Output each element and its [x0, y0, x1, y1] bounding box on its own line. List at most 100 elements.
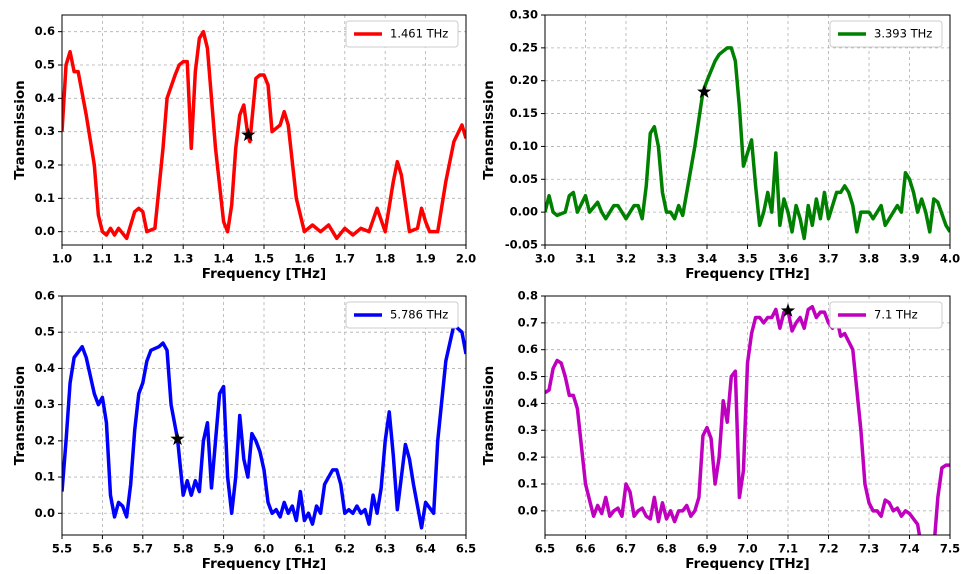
x-tick-label: 5.7 — [133, 542, 153, 556]
x-tick-label: 6.0 — [254, 542, 274, 556]
x-tick-label: 6.4 — [415, 542, 435, 556]
x-tick-label: 3.1 — [575, 252, 595, 266]
y-axis-label: Transmission — [12, 366, 28, 465]
y-tick-label: 0.2 — [35, 158, 55, 172]
legend: 5.786 THz — [345, 301, 459, 329]
x-tick-label: 6.9 — [697, 542, 717, 556]
x-tick-label: 1.9 — [415, 252, 435, 266]
x-tick-label: 1.5 — [254, 252, 274, 266]
x-tick-label: 1.7 — [335, 252, 355, 266]
y-axis-label: Transmission — [481, 366, 497, 465]
y-tick-label: 0.7 — [518, 315, 538, 329]
legend-label: 5.786 THz — [390, 308, 448, 322]
y-tick-label: 0.15 — [510, 106, 538, 120]
y-tick-label: 0.1 — [35, 470, 55, 484]
x-tick-label: 6.5 — [456, 542, 476, 556]
x-tick-label: 5.9 — [213, 542, 233, 556]
y-tick-label: 0.10 — [510, 139, 538, 153]
y-tick-label: 0.5 — [35, 58, 55, 72]
x-tick-label: 4.0 — [940, 252, 960, 266]
subplot: 5.5 5.6 5.7 5.8 5.9 6.0 6.1 6.2 6.3 6.4 6.5 0.0 0.1 0… — [12, 289, 476, 573]
x-tick-label: 7.2 — [818, 542, 838, 556]
x-tick-label: 1.1 — [92, 252, 112, 266]
x-tick-label: 6.5 — [535, 542, 555, 556]
x-tick-label: 7.0 — [737, 542, 757, 556]
legend-label: 7.1 THz — [874, 308, 918, 322]
x-tick-label: 3.7 — [818, 252, 838, 266]
x-axis-label: Frequency [THz] — [685, 266, 809, 282]
y-tick-label: 0.25 — [510, 40, 538, 54]
x-tick-label: 6.8 — [656, 542, 676, 556]
x-tick-label: 7.3 — [859, 542, 879, 556]
y-tick-label: 0.00 — [510, 205, 538, 219]
legend-box — [829, 301, 943, 329]
x-tick-label: 6.2 — [335, 542, 355, 556]
y-tick-label: 0.5 — [518, 369, 538, 383]
subplot: 6.5 6.6 6.7 6.8 6.9 7.0 7.1 7.2 7.3 7.4 7.5 0.0 0.1 0… — [481, 289, 960, 573]
y-tick-label: 0.8 — [518, 289, 538, 303]
x-tick-label: 6.7 — [616, 542, 636, 556]
data-line — [62, 323, 466, 530]
plot-frame — [544, 295, 951, 536]
x-tick-label: 1.2 — [133, 252, 153, 266]
legend-label: 1.461 THz — [390, 27, 448, 41]
plot-frame — [61, 295, 467, 536]
subplot: 1.0 1.1 1.2 1.3 1.4 1.5 1.6 1.7 1.8 1.9 2.0 0.0 0.1 0… — [12, 14, 476, 282]
y-tick-label: 0.3 — [518, 423, 538, 437]
x-tick-label: 5.8 — [173, 542, 193, 556]
data-line — [62, 29, 466, 241]
y-tick-label: -0.05 — [505, 238, 538, 252]
y-tick-label: 0.4 — [35, 361, 55, 375]
subplot: 3.0 3.1 3.2 3.3 3.4 3.5 3.6 3.7 3.8 3.9 4.0 -0.05 0.… — [481, 8, 960, 283]
star-marker — [780, 303, 796, 317]
y-tick-label: 0.0 — [518, 503, 538, 517]
x-tick-label: 7.4 — [899, 542, 919, 556]
x-tick-label: 3.3 — [656, 252, 676, 266]
y-tick-label: 0.05 — [510, 172, 538, 186]
star-marker — [241, 127, 256, 142]
y-tick-label: 0.1 — [518, 476, 538, 490]
x-tick-label: 3.5 — [737, 252, 757, 266]
legend: 1.461 THz — [345, 20, 459, 48]
x-axis-label: Frequency [THz] — [685, 556, 809, 570]
x-tick-label: 5.6 — [92, 542, 112, 556]
x-tick-label: 1.3 — [173, 252, 193, 266]
star-marker — [697, 84, 712, 98]
x-tick-label: 1.8 — [375, 252, 395, 266]
y-tick-label: 0.1 — [35, 191, 55, 205]
x-tick-label: 2.0 — [456, 252, 476, 266]
y-tick-label: 0.4 — [35, 91, 55, 105]
legend-box — [345, 20, 459, 48]
x-tick-label: 3.0 — [535, 252, 555, 266]
y-tick-label: 0.4 — [518, 396, 538, 410]
x-axis-label: Frequency [THz] — [202, 556, 326, 570]
y-axis-label: Transmission — [481, 80, 497, 179]
x-tick-label: 1.6 — [294, 252, 314, 266]
x-tick-label: 3.8 — [859, 252, 879, 266]
x-tick-label: 6.1 — [294, 542, 314, 556]
star-marker — [170, 431, 185, 446]
legend-box — [829, 20, 943, 48]
y-tick-label: 0.20 — [510, 73, 538, 87]
y-tick-label: 0.6 — [35, 24, 55, 38]
legend-box — [345, 301, 459, 329]
y-axis-label: Transmission — [12, 80, 28, 179]
legend: 3.393 THz — [829, 20, 943, 48]
y-tick-label: 0.3 — [35, 397, 55, 411]
legend: 7.1 THz — [829, 301, 943, 329]
x-tick-label: 5.5 — [52, 542, 72, 556]
x-tick-label: 1.0 — [52, 252, 72, 266]
x-tick-label: 3.2 — [616, 252, 636, 266]
y-tick-label: 0.2 — [518, 450, 538, 464]
y-tick-label: 0.0 — [35, 224, 55, 238]
y-tick-label: 0.3 — [35, 124, 55, 138]
y-tick-label: 0.30 — [510, 8, 538, 22]
legend-label: 3.393 THz — [874, 27, 932, 41]
x-tick-label: 1.4 — [213, 252, 233, 266]
x-tick-label: 3.4 — [697, 252, 717, 266]
plot-frame — [61, 14, 467, 246]
x-tick-label: 3.9 — [899, 252, 919, 266]
data-line — [545, 304, 950, 535]
y-tick-label: 0.6 — [35, 289, 55, 303]
